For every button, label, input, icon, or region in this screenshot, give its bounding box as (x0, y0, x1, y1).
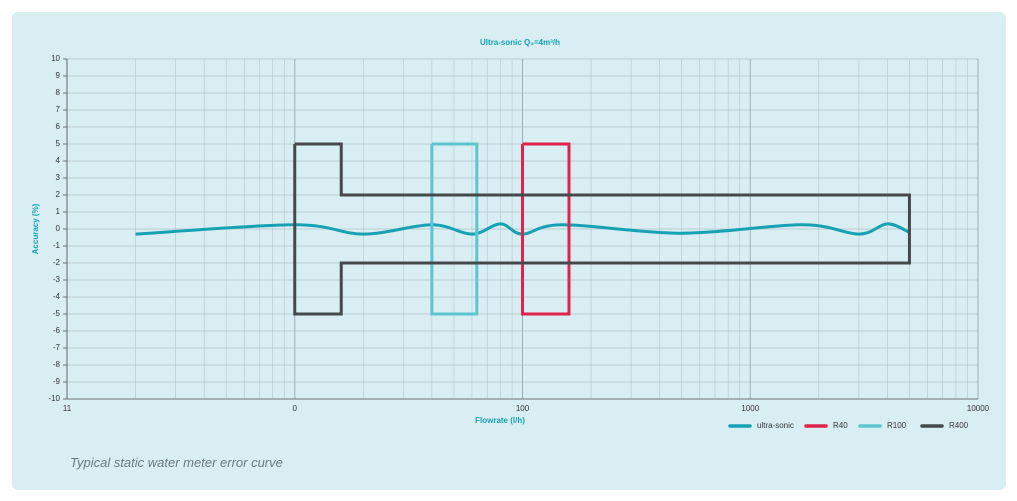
y-tick-label: 7 (56, 105, 61, 114)
series-line (430, 142, 479, 316)
y-tick-label: -6 (53, 326, 61, 335)
legend-label: ultra-sonic (757, 421, 794, 430)
x-tick-label: 0 (293, 404, 298, 413)
y-tick-label: -9 (53, 377, 61, 386)
caption: Typical static water meter error curve (70, 455, 283, 470)
y-tick-label: -1 (53, 241, 61, 250)
series-line (521, 142, 571, 316)
y-tick-label: 3 (56, 173, 61, 182)
y-tick-label: -4 (53, 292, 61, 301)
y-tick-label: 6 (56, 122, 61, 131)
chart-title: Ultra-sonic Q₃=4m³/h (480, 38, 560, 47)
legend-label: R100 (887, 421, 907, 430)
y-tick-label: -3 (53, 275, 61, 284)
series-line (293, 142, 911, 316)
y-tick-label: 2 (56, 190, 61, 199)
y-axis-label: Accuracy (%) (31, 203, 40, 254)
y-tick-label: 4 (56, 156, 61, 165)
x-tick-label: 1000 (741, 404, 759, 413)
x-tick-label: 100 (516, 404, 530, 413)
card (12, 12, 1006, 490)
y-tick-label: 10 (51, 54, 60, 63)
legend-label: R400 (949, 421, 969, 430)
y-tick-label: 1 (56, 207, 61, 216)
x-tick-label: 11 (63, 404, 72, 413)
y-tick-label: -10 (48, 394, 60, 403)
y-tick-label: -2 (53, 258, 61, 267)
y-tick-label: 0 (56, 224, 61, 233)
y-tick-label: 9 (56, 71, 61, 80)
y-tick-label: 8 (56, 88, 61, 97)
y-tick-label: 5 (56, 139, 61, 148)
x-tick-label: 10000 (967, 404, 990, 413)
y-tick-label: -5 (53, 309, 61, 318)
y-tick-label: -8 (53, 360, 61, 369)
legend-label: R40 (833, 421, 848, 430)
x-axis-label: Flowrate (l/h) (475, 416, 525, 425)
y-tick-label: -7 (53, 343, 61, 352)
